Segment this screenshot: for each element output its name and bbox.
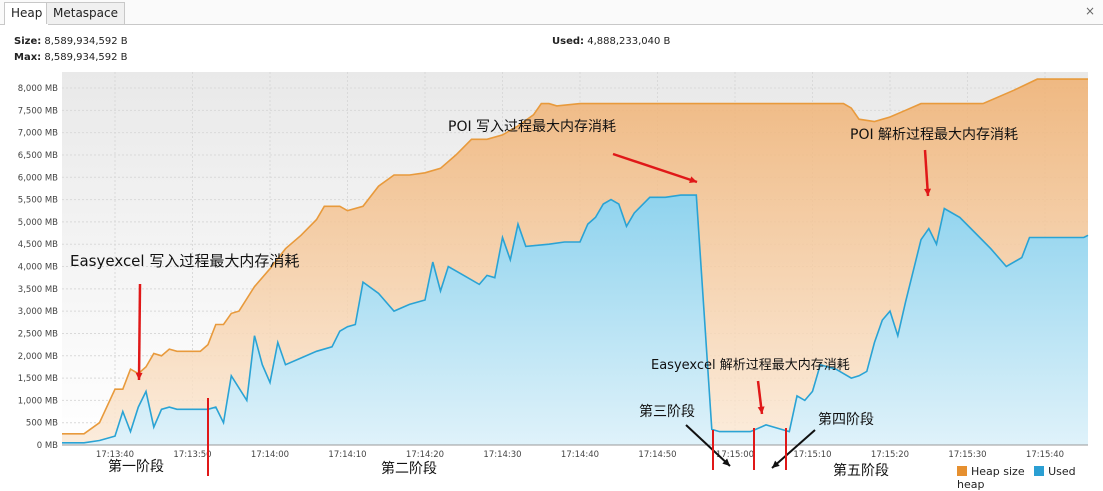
max-label: Max: [14,52,42,63]
x-tick-label: 17:14:20 [406,450,444,460]
annotation-label: POI 写入过程最大内存消耗 [448,119,616,135]
heap-size-swatch [957,466,967,476]
x-tick-label: 17:14:10 [328,450,366,460]
series-areas [62,78,1089,445]
arrow-head [924,188,932,196]
x-tick-label: 17:15:40 [1026,450,1064,460]
y-tick-label: 1,000 MB [18,396,58,406]
used-heap-swatch [1034,466,1045,476]
arrow-head [689,176,697,184]
used-heap-area [62,195,1088,445]
y-tick-label: 4,000 MB [18,263,58,273]
tab-bar: Heap Metaspace × [0,0,1103,25]
y-tick-label: 6,000 MB [18,173,58,183]
used-stat: Used: 4,888,233,040 B [552,36,670,47]
max-stat: Max: 8,589,934,592 B [14,52,128,63]
size-label: Size: [14,36,42,47]
legend-heap-size: Heap size [971,465,1025,478]
x-tick-label: 17:15:20 [871,450,909,460]
arrow-head [135,372,143,380]
x-tick-label: 17:14:40 [561,450,599,460]
annotation-label: POI 解析过程最大内存消耗 [850,127,1018,143]
annotation-arrow [771,429,816,469]
y-tick-label: 8,000 MB [18,84,58,94]
annotation-arrow [685,424,731,467]
y-tick-label: 500 MB [26,419,58,429]
y-tick-label: 2,500 MB [18,329,58,339]
x-tick-label: 17:13:40 [96,450,134,460]
arrow-head [772,460,780,468]
y-tick-label: 1,500 MB [18,374,58,384]
annotation-arrow [923,149,930,197]
used-label: Used: [552,36,585,47]
used-heap-line [62,194,1089,444]
annotation-label: Easyexcel 写入过程最大内存消耗 [70,252,299,270]
y-tick-label: 3,500 MB [18,285,58,295]
y-tick-label: 5,500 MB [18,196,58,206]
annotation-label: 第四阶段 [818,411,874,428]
close-icon[interactable]: × [1084,4,1095,18]
y-tick-label: 3,000 MB [18,307,58,317]
size-value: 8,589,934,592 B [44,36,128,47]
x-tick-label: 17:14:50 [638,450,676,460]
annotation-label: 第二阶段 [381,460,437,477]
annotations: Easyexcel 写入过程最大内存消耗 POI 写入过程最大内存消耗 POI 解析… [70,119,1018,479]
y-tick-label: 5,000 MB [18,218,58,228]
legend: Heap size Used heap [957,465,1103,491]
x-tick-label: 17:14:30 [483,450,521,460]
tab-metaspace[interactable]: Metaspace [46,2,125,24]
annotation-arrow [137,283,142,381]
size-stat: Size: 8,589,934,592 B [14,36,128,47]
heap-chart: 0 MB 500 MB 1,000 MB 1,500 MB 2,000 MB 2,500 … [18,72,1089,479]
annotation-label: Easyexcel 解析过程最大内存消耗 [651,357,850,373]
arrow-head [722,458,730,466]
max-value: 8,589,934,592 B [44,52,128,63]
y-tick-label: 6,500 MB [18,151,58,161]
heap-size-line [62,78,1088,435]
x-tick-label: 17:15:00 [716,450,754,460]
x-tick-label: 17:14:00 [251,450,289,460]
arrow-head [757,406,765,414]
y-tick-label: 7,500 MB [18,106,58,116]
annotation-label: 第一阶段 [108,458,164,475]
x-tick-label: 17:15:10 [793,450,831,460]
used-value: 4,888,233,040 B [587,36,671,47]
y-tick-label: 0 MB [37,441,58,451]
x-tick-label: 17:13:50 [173,450,211,460]
x-tick-label: 17:15:30 [948,450,986,460]
y-tick-label: 2,000 MB [18,352,58,362]
axes: 0 MB 500 MB 1,000 MB 1,500 MB 2,000 MB 2,500 … [18,84,1088,460]
annotation-arrow [612,152,698,184]
y-tick-label: 7,000 MB [18,129,58,139]
y-tick-label: 4,500 MB [18,240,58,250]
annotation-label: 第五阶段 [833,462,889,479]
annotation-label: 第三阶段 [639,403,695,420]
